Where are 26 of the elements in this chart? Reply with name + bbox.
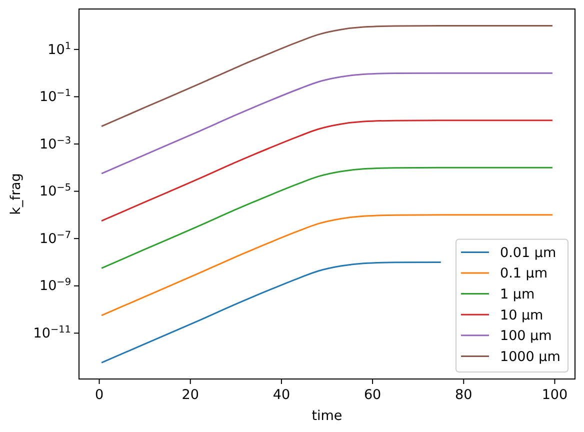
y-tick-label: 10$^{−3}$	[39, 134, 71, 152]
y-tick-label: 10$^{−11}$	[33, 324, 71, 342]
x-tick-label: 100	[542, 387, 568, 403]
x-axis-title: time	[312, 408, 342, 424]
legend-label: 1000 µm	[500, 348, 560, 365]
x-tick-label: 60	[364, 387, 382, 403]
y-tick-label: 10$^{−9}$	[39, 276, 71, 294]
x-tick-label: 20	[182, 387, 199, 403]
legend-label: 0.1 µm	[500, 266, 548, 282]
line-series	[100, 261, 442, 364]
legend-label: 1 µm	[500, 286, 535, 303]
x-tick-label: 0	[94, 387, 104, 403]
y-tick-label: 10$^{−1}$	[39, 88, 71, 106]
y-tick-label: 10$^{−7}$	[39, 229, 71, 247]
legend-label: 100 µm	[500, 328, 552, 344]
y-axis-title: k_frag	[8, 173, 24, 215]
x-tick-label: 80	[455, 387, 472, 403]
line-series	[100, 166, 554, 269]
legend-label: 0.01 µm	[500, 244, 556, 261]
line-series	[100, 72, 554, 174]
legend-label: 10 µm	[500, 307, 544, 324]
y-tick-label: 10$^{1}$	[48, 40, 71, 58]
y-tick-label: 10$^{−5}$	[39, 182, 71, 200]
x-tick-label: 40	[272, 387, 290, 403]
line-series	[100, 25, 554, 128]
line-series	[100, 120, 554, 222]
